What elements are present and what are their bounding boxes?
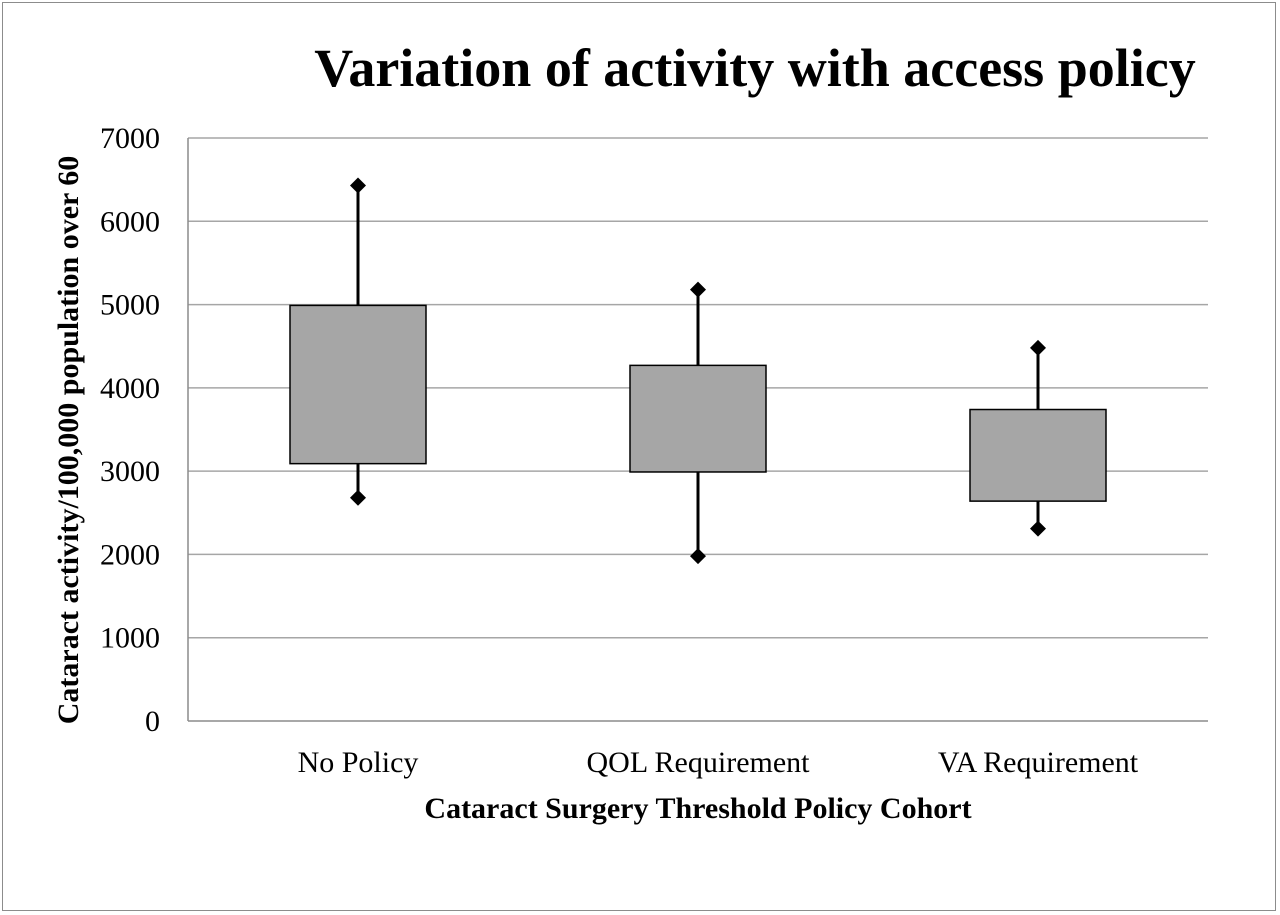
y-tick-label: 0 <box>145 705 160 738</box>
x-tick-labels: No Policy QOL Requirement VA Requirement <box>298 746 1139 779</box>
max-marker <box>1030 339 1046 356</box>
y-tick-labels: 0 1000 2000 3000 4000 5000 6000 7000 <box>100 122 160 738</box>
box-iqr <box>289 304 427 465</box>
x-axis-title: Cataract Surgery Threshold Policy Cohort <box>424 792 971 825</box>
max-marker <box>690 281 706 298</box>
y-tick-label: 4000 <box>100 372 160 405</box>
axes <box>187 138 1208 722</box>
box-group <box>289 177 427 506</box>
y-tick-label: 3000 <box>100 455 160 488</box>
chart-title: Variation of activity with access policy <box>314 38 1195 98</box>
box-series <box>289 177 1107 565</box>
max-marker <box>350 177 366 194</box>
min-marker <box>690 548 706 565</box>
box-group <box>969 339 1107 537</box>
y-tick-label: 5000 <box>100 289 160 322</box>
min-marker <box>1030 520 1046 537</box>
y-axis-title: Cataract activity/100,000 population ove… <box>52 156 85 725</box>
box-iqr <box>969 408 1107 502</box>
x-tick-label: QOL Requirement <box>587 746 811 779</box>
y-tick-label: 6000 <box>100 205 160 238</box>
min-marker <box>350 489 366 506</box>
box-group <box>629 281 767 565</box>
x-tick-label: VA Requirement <box>938 746 1139 779</box>
y-tick-label: 2000 <box>100 538 160 571</box>
y-tick-label: 7000 <box>100 122 160 155</box>
box-iqr <box>629 364 767 473</box>
x-tick-label: No Policy <box>298 746 419 779</box>
y-tick-label: 1000 <box>100 622 160 655</box>
